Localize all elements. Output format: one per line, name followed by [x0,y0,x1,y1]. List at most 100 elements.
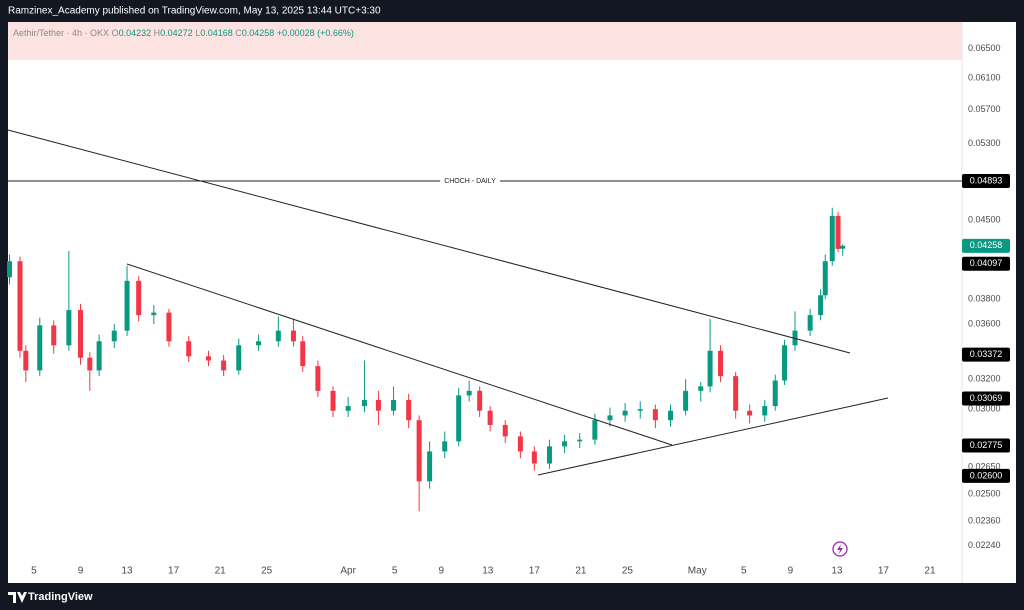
candle-body [442,441,448,452]
price-label-box [962,173,1010,188]
y-tick-label: 0.06500 [968,43,1001,53]
candle-body [562,441,568,447]
x-tick-label: 21 [924,566,936,577]
x-tick-label: 9 [78,566,84,577]
candle-body [406,399,412,421]
y-tick-label: 0.02650 [968,461,1001,471]
candle-body [375,399,381,411]
y-tick-label: 0.02360 [968,515,1001,525]
candle-body [23,350,29,371]
candle-body [300,341,306,367]
price-label: 0.04258 [970,240,1003,250]
plot [7,207,846,512]
candle-body [416,420,422,482]
candle-body [77,310,83,358]
y-tick-label: 0.03800 [968,293,1001,303]
candle-body [275,330,281,342]
candle-body [502,424,508,437]
price-label-box [962,391,1010,406]
x-tick-label: 21 [215,566,227,577]
candle-body [487,410,493,425]
candle-body [124,280,130,331]
y-tick-label: 0.03000 [968,404,1001,414]
x-tick-label: 25 [261,566,273,577]
candle-body [718,350,724,377]
price-label: 0.02600 [970,470,1003,480]
candle-body [477,390,483,411]
y-tick-label: 0.02500 [968,489,1001,499]
x-tick-label: 17 [529,566,541,577]
y-tick-label: 0.03600 [968,318,1001,328]
candle-body [17,261,23,351]
price-label-box [962,238,1010,253]
candle-body [66,310,72,346]
price-label: 0.03069 [970,393,1003,403]
legend-h: H [154,28,161,38]
trendline [537,397,889,476]
candle-body [531,451,537,464]
candle-body [345,406,351,411]
candle-body [427,451,433,482]
x-tick-label: 13 [831,566,843,577]
header-title: Ramzinex_Academy published on TradingVie… [8,6,381,17]
x-tick-label: 13 [121,566,133,577]
candle-body [546,446,552,464]
price-label: 0.04893 [970,175,1003,185]
y-tick-label: 0.05700 [968,104,1001,114]
price-label: 0.02775 [970,440,1003,450]
candle-body [290,330,296,342]
x-tick-label: 17 [168,566,180,577]
candle-body [136,280,142,316]
x-tick-label: Apr [340,566,356,577]
candle-body [315,366,321,391]
candle-body [607,415,613,421]
x-tick-label: 5 [741,566,747,577]
candle-body [840,245,846,249]
candle-body [87,357,93,371]
x-tick-label: 9 [788,566,794,577]
candle-body [37,325,43,371]
candle-body [166,312,172,342]
candle-body [361,399,367,407]
candle-body [822,261,828,296]
candle-body [622,410,628,416]
trendline [126,263,673,446]
legend-l: L [195,28,200,38]
lightning-icon[interactable] [832,541,848,557]
candle-body [111,330,117,342]
price-label-box [962,438,1010,453]
y-tick-label: 0.03200 [968,373,1001,383]
candle-body [592,420,598,440]
legend-close: 0.04258 [242,28,275,38]
price-label-box [962,468,1010,483]
candle-body [206,356,212,361]
x-tick-label: 13 [482,566,494,577]
candle-body [466,390,472,396]
candle-body [698,386,704,391]
x-tick-label: 25 [622,566,634,577]
y-tick-label: 0.04500 [968,214,1001,224]
trendline [7,129,851,354]
candle-body [456,395,462,442]
candle-body [818,295,824,316]
brand-logo[interactable]: TradingView [8,591,93,603]
candle-body [667,410,673,421]
candle-body [683,390,689,411]
candle-body [733,376,739,411]
candle-body [186,341,192,357]
legend-open: 0.04232 [119,28,152,38]
candle-body [330,390,336,411]
brand-name: TradingView [28,591,93,603]
candle-body [391,399,397,411]
candle-body [652,409,658,421]
choch-text: CHOCH - DAILY [444,178,496,185]
x-tick-label: 9 [438,566,444,577]
legend-symbol: Aethir/Tether · 4h · OKX [13,28,109,38]
x-tick-label: 5 [31,566,37,577]
candle-body [637,409,643,411]
legend-c: C [235,28,242,38]
legend: Aethir/Tether · 4h · OKX O0.04232 H0.042… [13,28,354,38]
chart-panel [8,22,1016,583]
